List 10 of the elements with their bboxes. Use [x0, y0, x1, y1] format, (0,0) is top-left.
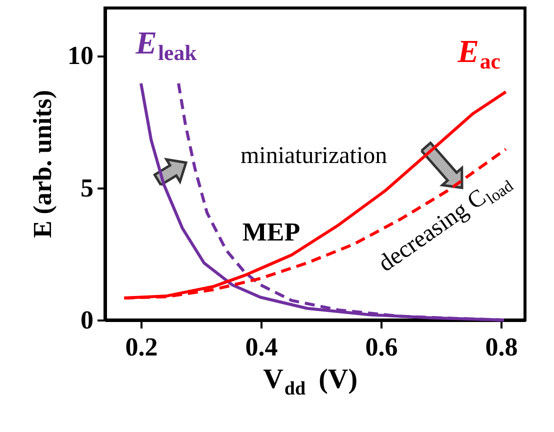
y-axis-title: E (arb. units) [28, 90, 57, 238]
x-tick-label: 0.6 [365, 332, 398, 362]
annotation: miniaturization [240, 143, 388, 170]
x-tick-label: 0.4 [245, 332, 278, 362]
x-tick-label: 0.8 [485, 332, 518, 362]
annotation: MEP [242, 218, 300, 247]
y-tick-label: 5 [80, 173, 94, 202]
y-tick-label: 0 [80, 306, 94, 334]
x-tick-label: 0.2 [125, 332, 158, 362]
y-tick-label: 10 [68, 41, 94, 70]
